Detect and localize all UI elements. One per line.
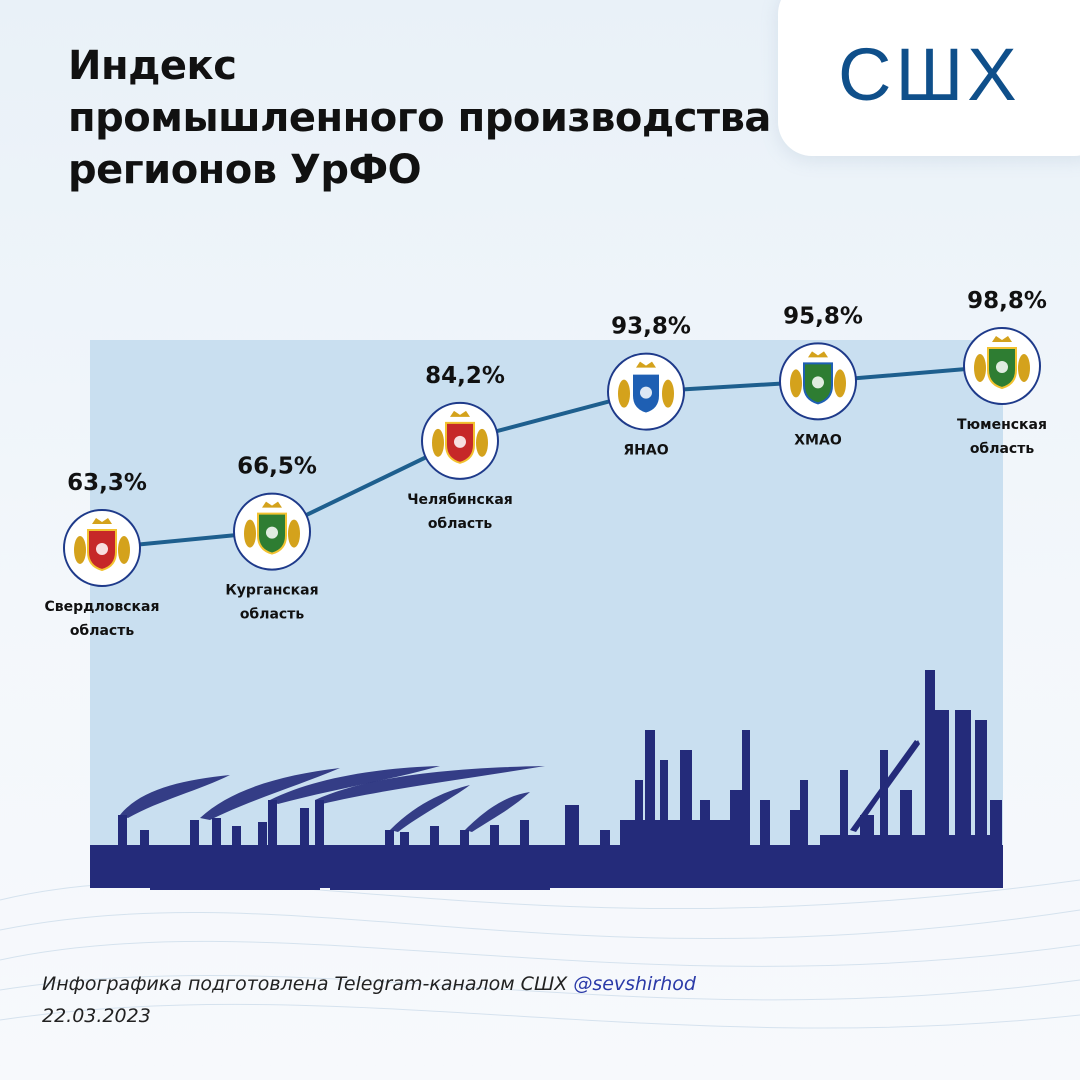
value-label: 93,8%: [611, 314, 691, 340]
khmao-coat-of-arms-icon: [790, 351, 846, 405]
value-label: 95,8%: [783, 303, 863, 329]
logo: СШХ: [838, 33, 1021, 116]
page-title: Индекс промышленного производства регион…: [68, 40, 788, 196]
value-label: 66,5%: [237, 454, 317, 480]
chelyabinsk-coat-of-arms-icon: [432, 410, 488, 464]
telegram-handle-link[interactable]: @sevshirhod: [573, 973, 696, 995]
logo-card: СШХ: [778, 0, 1080, 156]
category-label: область: [70, 623, 135, 639]
yamal-coat-of-arms-icon: [618, 361, 674, 415]
data-point: 66,5% Курганская область: [225, 454, 318, 623]
category-label: Челябинская: [407, 492, 513, 508]
category-label: область: [970, 441, 1035, 457]
category-label: Тюменская: [957, 417, 1047, 433]
title-line-3: регионов УрФО: [68, 147, 422, 193]
title-line-2: промышленного производства: [68, 95, 771, 141]
category-label: Курганская: [225, 583, 318, 599]
value-label: 98,8%: [967, 288, 1047, 314]
footer-text: Инфографика подготовлена Telegram-канало…: [42, 973, 574, 995]
value-label: 63,3%: [67, 470, 147, 496]
footer-credit: Инфографика подготовлена Telegram-канало…: [42, 968, 696, 1000]
kurgan-coat-of-arms-icon: [244, 501, 300, 555]
data-point: 84,2% Челябинская область: [407, 363, 513, 532]
category-label: ХМАО: [794, 432, 842, 448]
tyumen-coat-of-arms-icon: [974, 336, 1030, 390]
footer: Инфографика подготовлена Telegram-канало…: [42, 968, 696, 1032]
category-label: область: [428, 516, 493, 532]
data-point: 93,8% ЯНАО: [607, 314, 691, 459]
category-label: область: [240, 607, 305, 623]
series-layer: 63,3% Свердловская область 66,5% Курганская о…: [45, 288, 1047, 639]
category-label: ЯНАО: [623, 443, 668, 459]
category-label: Свердловская: [45, 599, 160, 615]
data-point: 63,3% Свердловская область: [45, 470, 160, 639]
industrial-silhouette: [90, 670, 1003, 890]
footer-date: 22.03.2023: [42, 1005, 151, 1027]
data-point: 95,8% ХМАО: [779, 303, 863, 448]
title-line-1: Индекс: [68, 43, 237, 89]
sverdlovsk-coat-of-arms-icon: [74, 518, 130, 572]
data-point: 98,8% Тюменская область: [957, 288, 1047, 457]
value-label: 84,2%: [425, 363, 505, 389]
